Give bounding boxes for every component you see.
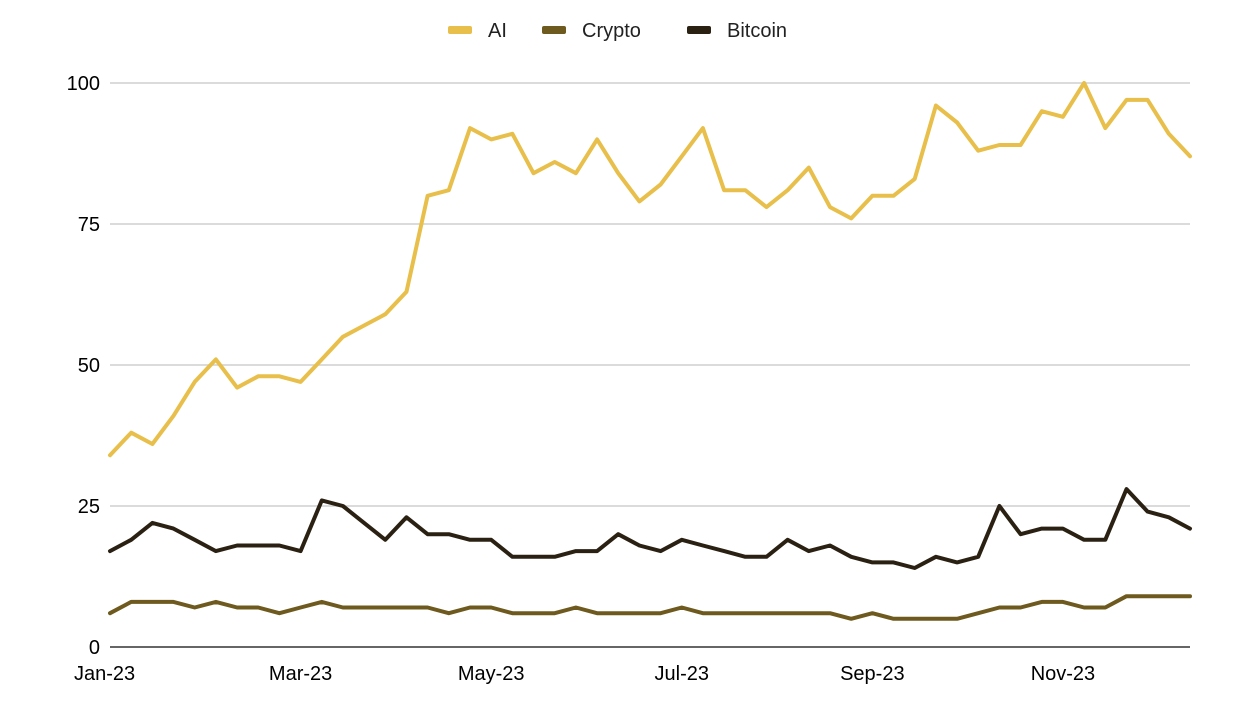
series-line-bitcoin: [108, 487, 1192, 570]
x-tick-label: Sep-23: [840, 663, 905, 685]
x-tick-label: Nov-23: [1031, 663, 1095, 685]
legend-swatch: [687, 26, 711, 34]
y-tick-label: 75: [78, 214, 100, 236]
y-tick-label: 0: [89, 637, 100, 659]
y-tick-label: 50: [78, 355, 100, 377]
x-axis: Jan-23 Mar-23 May-23 Jul-23 Sep-23 Nov-23: [74, 646, 1190, 685]
y-tick-label: 25: [78, 496, 100, 518]
legend-label: Crypto: [582, 20, 641, 42]
legend-item-ai[interactable]: AI: [448, 20, 507, 42]
legend-item-crypto[interactable]: Crypto: [542, 20, 641, 42]
legend-swatch: [542, 26, 566, 34]
y-axis-ticks: 0 25 50 75 100: [67, 73, 100, 659]
series-line-ai: [108, 81, 1192, 458]
x-tick-label: Jul-23: [655, 663, 709, 685]
x-tick-label: May-23: [458, 663, 525, 685]
legend-swatch: [448, 26, 472, 34]
legend-item-bitcoin[interactable]: Bitcoin: [687, 20, 787, 42]
gridlines: [110, 82, 1190, 507]
x-tick-label: Mar-23: [269, 663, 332, 685]
y-tick-label: 100: [67, 73, 100, 95]
legend: AI Crypto Bitcoin: [448, 20, 787, 42]
series-line-crypto: [108, 594, 1192, 621]
legend-label: Bitcoin: [727, 20, 787, 42]
series-lines: [108, 81, 1192, 621]
x-tick-label: Jan-23: [74, 663, 135, 685]
legend-label: AI: [488, 20, 507, 42]
